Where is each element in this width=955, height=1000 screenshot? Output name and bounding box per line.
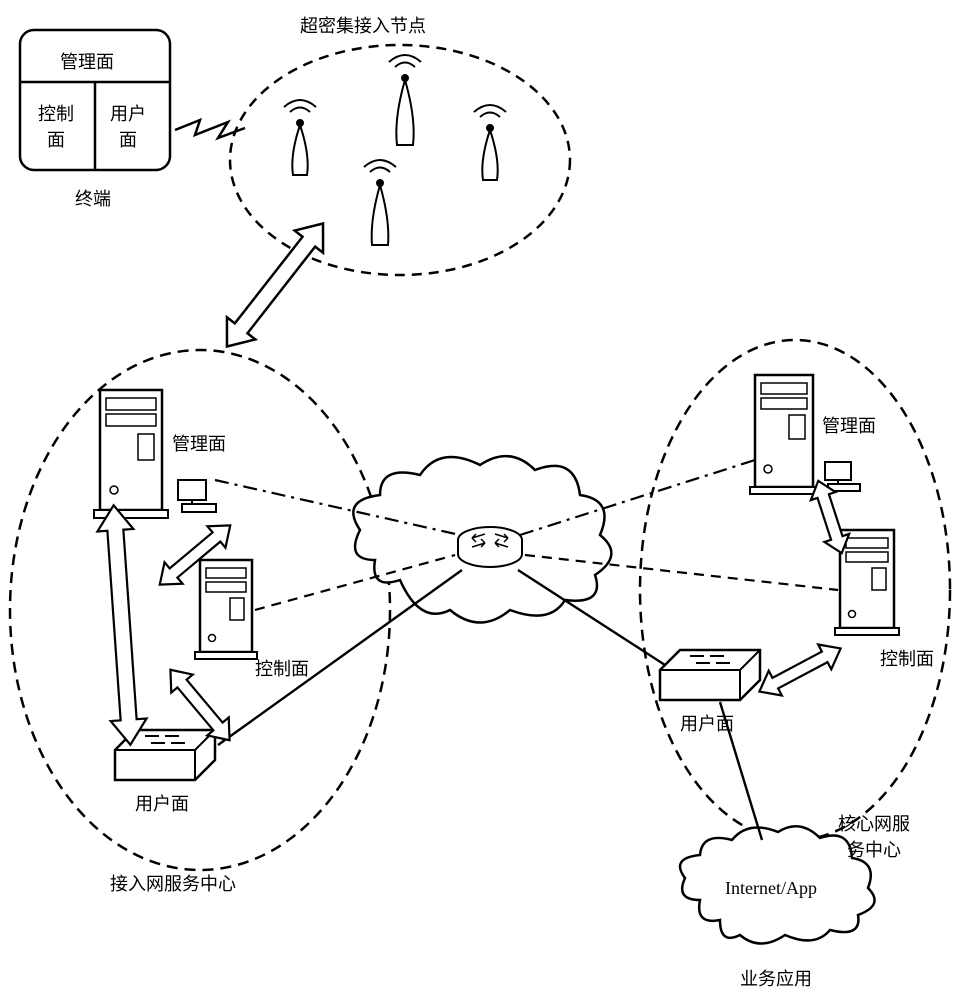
access-mgmt-server-icon [94,390,168,518]
access-mgmt-terminal-icon [178,480,216,512]
core-mgmt-terminal-icon [825,462,860,491]
double-arrow-link [213,212,337,357]
access-ctrl-label: 控制面 [255,655,309,681]
access-mgmt-label: 管理面 [172,430,226,456]
biz-app-label: 业务应用 [740,965,812,991]
access-user-label: 用户面 [135,790,189,816]
udn-region [230,45,570,275]
internet-label: Internet/App [725,878,817,899]
diagram-root: 超密集接入节点 管理面 控制 面 用户 面 终端 管理面 控制面 用户面 接入网… [0,0,955,1000]
core-mgmt-server-icon [750,375,818,494]
terminal-ctrl-label: 控制 面 [38,100,74,152]
core-mgmt-label: 管理面 [822,412,876,438]
core-user-switch-icon [660,650,760,700]
access-center-caption: 接入网服务中心 [110,870,236,896]
terminal-mgmt-label: 管理面 [60,48,114,74]
carrier-cloud [353,456,611,622]
terminal-user-label: 用户 面 [110,100,146,152]
access-ctrl-server-icon [195,560,257,659]
antenna-group [284,55,506,245]
udn-title: 超密集接入节点 [300,12,426,38]
core-center-caption: 核心网服 务中心 [838,810,910,862]
terminal-caption: 终端 [75,185,111,211]
core-ctrl-label: 控制面 [880,645,934,671]
core-user-label: 用户面 [680,710,734,736]
